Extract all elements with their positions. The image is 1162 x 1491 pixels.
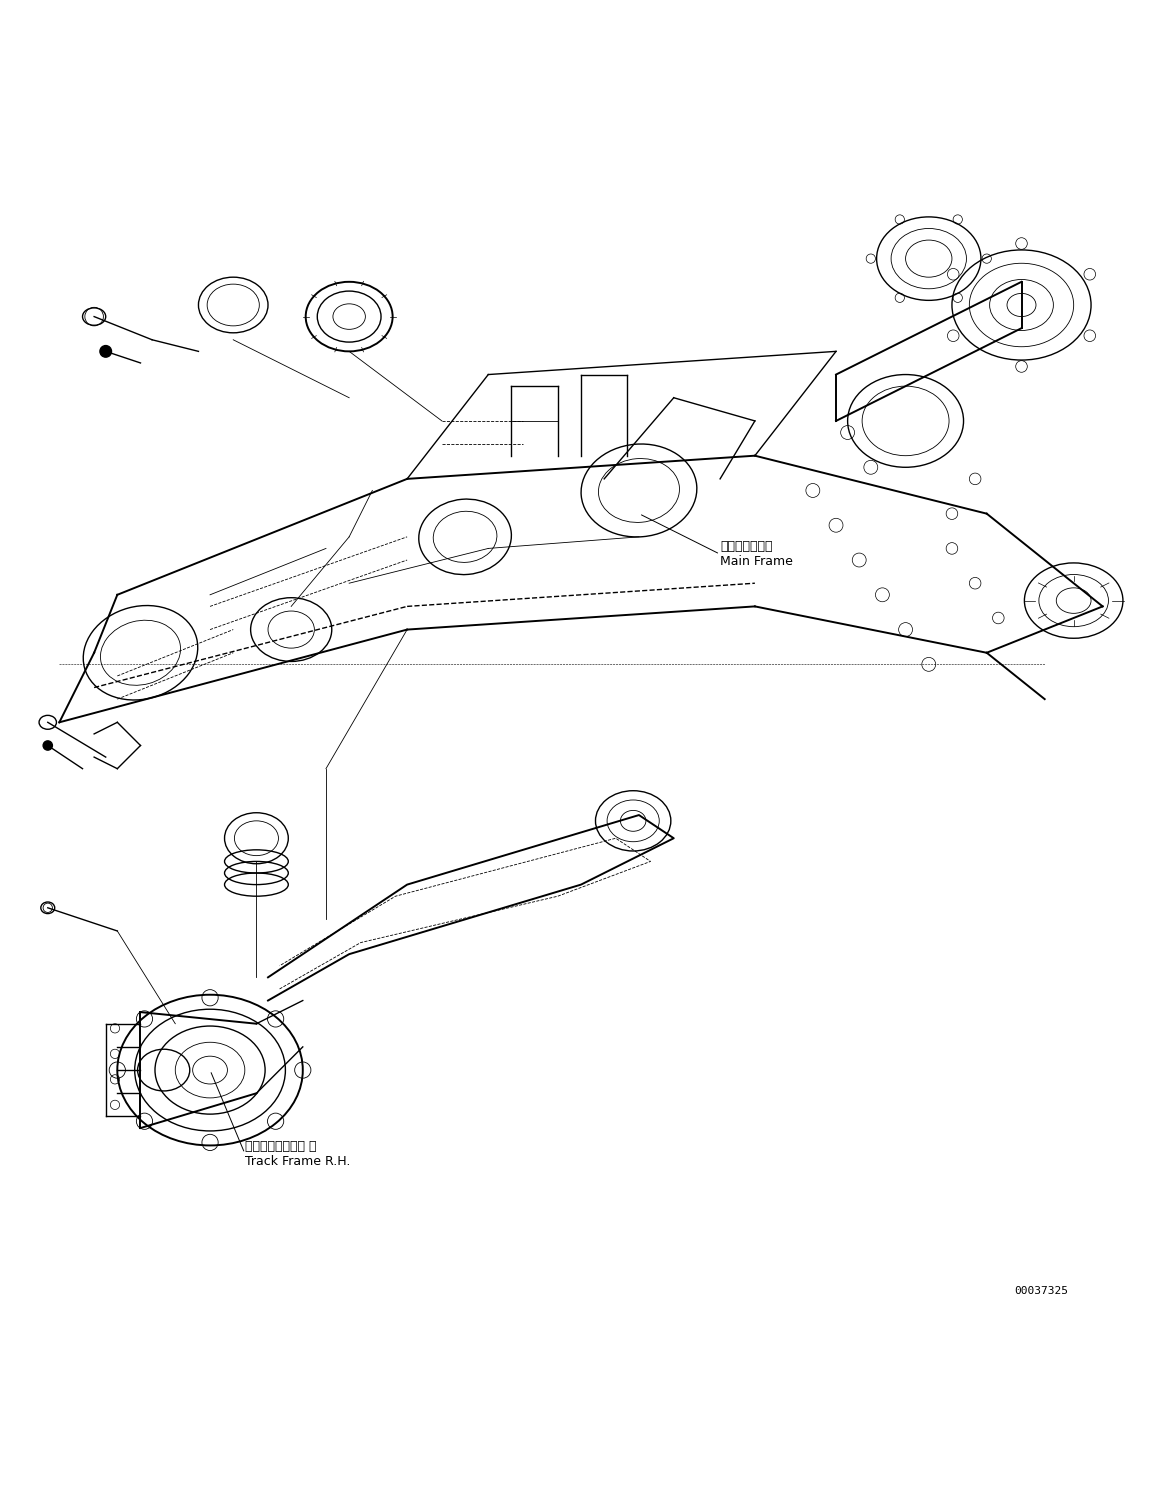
Circle shape (43, 741, 52, 750)
Text: トラックフレーム 右
Track Frame R.H.: トラックフレーム 右 Track Frame R.H. (245, 1139, 350, 1167)
Text: メインフレーム
Main Frame: メインフレーム Main Frame (720, 540, 792, 568)
Circle shape (100, 346, 112, 358)
Text: 00037325: 00037325 (1014, 1287, 1068, 1296)
